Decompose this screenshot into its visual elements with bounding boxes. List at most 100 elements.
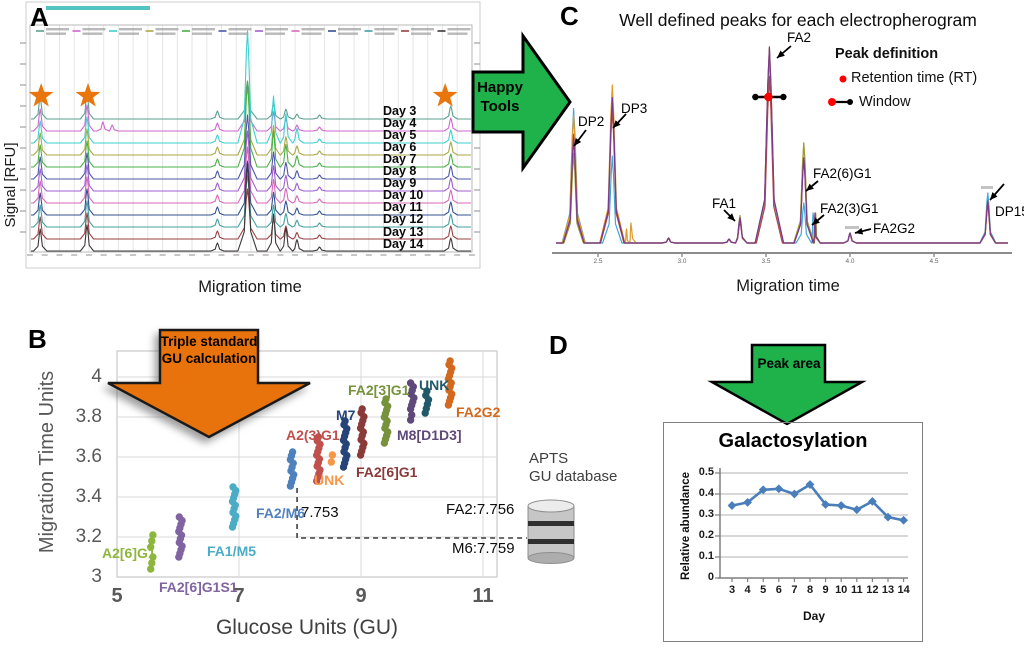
b-scatter-point [341,417,349,425]
d-marker [774,484,784,494]
a-xtick-micro [395,254,402,256]
database-icon-top [527,499,575,513]
c-peak-label: FA2(6)G1 [813,166,872,181]
panel-a-letter: A [30,2,49,32]
a-ytick-micro [474,147,480,149]
a-xtick-micro [174,254,181,256]
a-xtick-micro [130,254,137,256]
b-cluster-label: FA2[6]G1 [356,464,418,480]
d-x-tick-label: 7 [791,584,798,596]
a-xtick-micro [351,254,358,256]
a-xtick-micro [277,254,284,256]
b-cluster-label: FA2G2 [456,404,501,420]
a-day-label: Day 10 [383,188,424,203]
b-cluster-label: A2(3)G1 [286,427,340,443]
d-panel-box [663,422,923,642]
star-marker [75,83,101,107]
channel-legend-item [447,32,468,35]
channel-legend-item [338,28,361,31]
d-marker [899,515,908,525]
c-x-tick-label: 3.5 [761,258,771,265]
d-y-tick-label: 0.4 [698,487,714,499]
d-marker [727,501,737,510]
a-ytick-micro [20,231,26,233]
electropherogram-trace [31,162,471,252]
a-xtick-micro [247,254,254,256]
a-ytick-micro [20,105,26,107]
legend-rt-dot [839,75,847,83]
b-scatter-point [175,513,183,521]
c-peak-arrow-head [613,120,621,128]
b-cluster-label: FA2/M6 [256,505,306,521]
b-x-tick-label: 7 [233,585,245,607]
happy-tools-arrow-label: Happy Tools [477,79,523,115]
d-y-tick-label: 0 [707,571,714,583]
d-y-tick-label: 0.5 [698,466,714,478]
c-micro-label [981,186,993,189]
c-micro-label [845,226,859,229]
b-dashed-lookup-line [296,488,527,539]
electropherogram-trace [31,84,471,156]
a-ytick-micro [20,126,26,128]
d-x-tick-label: 4 [744,584,751,596]
c-peak-label: DP3 [621,101,648,116]
a-ytick-micro [20,84,26,86]
c-peak-arrow-head [574,138,582,146]
channel-legend-item [192,28,215,31]
a-xtick-micro [468,254,475,256]
b-cluster-label: UNK [314,472,345,488]
channel-legend-item [82,32,103,35]
a-day-label: Day 11 [383,200,423,215]
channel-legend-item [265,28,288,31]
electropherogram-trace [31,80,471,168]
a-xtick-micro [203,254,210,256]
retention-time-marker [764,92,773,102]
d-x-tick-label: 6 [775,584,782,596]
c-peak-label: DP2 [578,114,605,129]
channel-legend-item [411,28,434,31]
channel-legend-item [192,32,212,35]
d-x-tick-label: 5 [760,584,767,596]
a-xtick-micro [321,254,328,256]
a-ytick-micro [474,168,480,170]
b-scatter-point [149,553,157,561]
d-x-tick-label: 3 [728,584,736,596]
b-y-axis-title: Migration Time Units [36,370,58,554]
b-gu-value: 7.753 [301,504,339,521]
b-scatter-point [423,387,431,395]
peak-area-arrow [707,343,867,426]
d-y-tick-label: 0.2 [698,529,714,541]
b-y-tick-label: 3.4 [75,486,102,507]
c-peak-label: FA2 [787,30,812,45]
d-x-tick-label: 12 [866,584,879,596]
d-marker [805,480,815,489]
panel-c-letter: C [560,1,579,31]
channel-legend-item [119,28,142,31]
a-ytick-micro [20,168,26,170]
a-day-label: Day 8 [383,164,417,179]
a-day-label: Day 13 [383,224,424,239]
c-peak-arrow-head [855,227,864,235]
electropherogram-trace [31,30,471,144]
triple-standard-gu-arrow [107,328,311,439]
d-marker [758,485,768,495]
panel-d-letter: D [549,330,568,360]
d-marker [883,512,893,522]
b-db-value-m6: M6:7.759 [452,540,515,557]
b-db-value-fa2: FA2:7.756 [446,501,515,518]
channel-legend-item [374,32,395,35]
d-chart-title: Galactosylation [718,430,868,452]
b-scatter-point [446,357,454,365]
d-marker [790,489,799,499]
channel-legend-item [374,28,398,31]
a-ytick-micro [20,147,26,149]
a-xtick-micro [292,254,299,256]
d-marker [743,498,752,507]
a-y-axis-title: Signal [RFU] [2,142,19,228]
d-marker [836,501,846,510]
b-cluster-label: M7 [336,407,356,423]
d-marker [868,496,877,506]
channel-legend-item [46,28,69,31]
a-day-label: Day 4 [383,116,417,130]
